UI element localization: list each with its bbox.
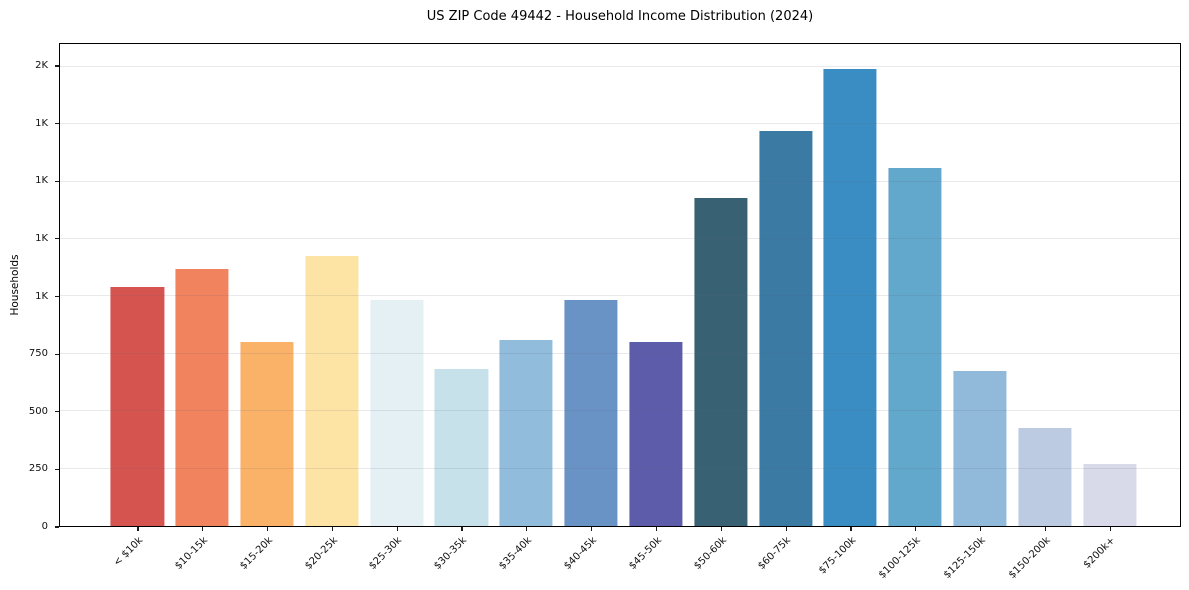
bar-100-125k	[888, 167, 942, 526]
chart-title: US ZIP Code 49442 - Household Income Dis…	[426, 9, 814, 24]
bar-slot: $20-25k	[299, 44, 364, 572]
bar-slot: $200k+	[1077, 44, 1142, 571]
x-tick-mark	[591, 527, 593, 532]
bar-slot: $50-60k	[688, 44, 753, 572]
x-tick-label: $125-150k	[941, 535, 988, 581]
bar-slot: $100-125k	[877, 44, 948, 581]
x-tick-mark	[396, 527, 398, 532]
x-tick-mark	[331, 527, 334, 532]
x-tick-mark	[267, 527, 269, 532]
x-tick-label: $15-20k	[237, 535, 275, 572]
y-tick-mark	[55, 238, 59, 240]
bar-10k	[110, 287, 164, 526]
bar-slot: $60-75k	[753, 44, 818, 572]
x-tick-mark	[655, 527, 658, 532]
bar-slot: $25-30k	[364, 44, 429, 572]
x-tick-mark	[1044, 527, 1046, 532]
x-tick-mark	[850, 527, 852, 532]
y-tick-mark	[55, 295, 59, 298]
y-tick-label: 1K	[35, 117, 48, 129]
y-tick-label: 1K	[35, 232, 48, 244]
y-tick-label: 0	[41, 521, 48, 532]
bar-10-15k	[175, 268, 229, 526]
y-tick-mark	[55, 65, 59, 67]
bar-40-45k	[564, 299, 618, 526]
bar-200k	[1083, 464, 1137, 526]
plot-area: < $10k $10-15k $15-20k $20-25k $25-30k $30-35…	[59, 43, 1181, 581]
x-tick-label: $40-45k	[561, 535, 599, 572]
bar-150-200k	[1018, 428, 1072, 526]
x-tick-label: $20-25k	[302, 535, 340, 572]
bar-25-30k	[370, 299, 424, 526]
y-axis: 0 250 500 750 1K 1K 1K 1K 2K	[0, 43, 59, 532]
x-tick-label: $35-40k	[497, 535, 535, 572]
y-tick-label: 1K	[35, 290, 48, 302]
x-tick-mark	[979, 527, 982, 532]
x-tick-mark	[461, 527, 463, 532]
y-tick-mark	[55, 526, 59, 528]
x-tick-mark	[137, 527, 139, 532]
bar-slot: $10-15k	[170, 44, 235, 572]
bar-35-40k	[499, 340, 553, 526]
y-tick-label: 2K	[35, 60, 48, 72]
bar-15-20k	[240, 342, 294, 526]
bar-slot: $15-20k	[235, 44, 300, 572]
bar-45-50k	[629, 342, 683, 526]
x-tick-label: $60-75k	[756, 535, 794, 572]
bars-row: < $10k $10-15k $15-20k $20-25k $25-30k $30-35…	[105, 44, 1142, 581]
x-tick-mark	[915, 527, 917, 532]
bar-slot: $35-40k	[494, 44, 559, 572]
y-tick-label: 1K	[35, 175, 48, 187]
y-tick-label: 250	[28, 463, 48, 475]
bar-50-60k	[694, 197, 748, 526]
bar-60-75k	[758, 131, 813, 526]
x-tick-label: $50-60k	[691, 535, 729, 572]
y-tick-mark	[55, 180, 59, 182]
x-tick-label: $25-30k	[367, 535, 405, 572]
bar-slot: $40-45k	[559, 44, 624, 572]
bar-20-25k	[305, 256, 359, 526]
bar-125-150k	[953, 371, 1007, 526]
y-tick-label: 750	[28, 348, 48, 360]
y-tick-mark	[55, 123, 59, 125]
bar-slot: $125-150k	[942, 44, 1013, 581]
bar-slot: $45-50k	[624, 44, 689, 572]
y-tick-mark	[55, 353, 59, 355]
bar-slot: < $10k	[105, 44, 170, 569]
x-tick-label: $10-15k	[173, 535, 210, 572]
bar-30-35k	[434, 368, 489, 526]
x-tick-label: $200k+	[1081, 535, 1118, 571]
x-tick-label: $100-125k	[877, 535, 923, 581]
x-tick-label: $45-50k	[626, 535, 664, 572]
x-tick-mark	[526, 527, 528, 532]
bar-slot: $30-35k	[429, 44, 494, 572]
y-tick-label: 500	[28, 405, 48, 417]
x-tick-mark	[720, 527, 722, 532]
x-tick-label: $150-200k	[1006, 535, 1053, 581]
bar-slot: $150-200k	[1007, 44, 1077, 581]
x-tick-mark	[1109, 527, 1111, 532]
x-tick-label: $30-35k	[432, 535, 470, 572]
y-tick-mark	[55, 468, 59, 470]
bar-75-100k	[823, 69, 877, 526]
x-tick-label: < $10k	[111, 535, 146, 569]
x-tick-mark	[202, 527, 204, 532]
y-tick-mark	[55, 411, 59, 413]
bar-slot: $75-100k	[817, 44, 883, 576]
x-tick-label: $75-100k	[816, 535, 859, 577]
x-tick-mark	[785, 527, 787, 532]
